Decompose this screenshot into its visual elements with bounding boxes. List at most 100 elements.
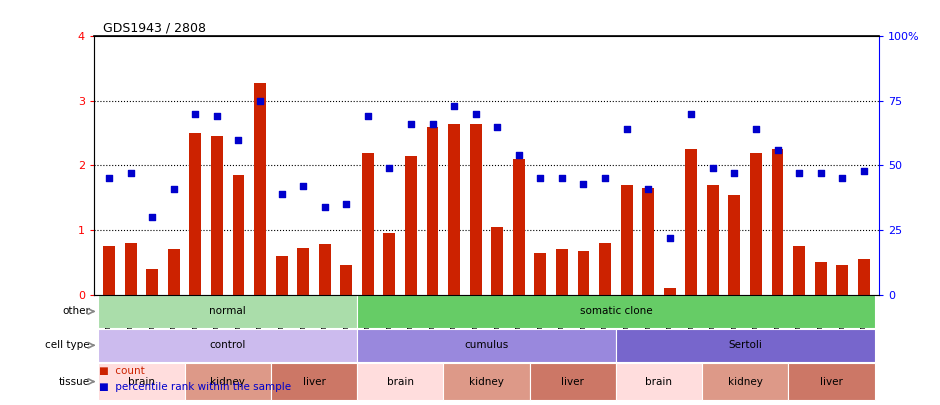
Bar	[99, 295, 357, 328]
Bar	[319, 244, 331, 294]
Text: Sertoli: Sertoli	[728, 340, 762, 350]
Bar	[168, 249, 180, 294]
Point	[619, 126, 634, 132]
Point	[274, 191, 290, 197]
Point	[576, 180, 591, 187]
Point	[856, 167, 871, 174]
Bar	[793, 246, 805, 294]
Point	[253, 98, 268, 104]
Point	[835, 175, 850, 181]
Point	[468, 111, 483, 117]
Point	[210, 113, 225, 120]
Bar	[184, 363, 271, 400]
Bar	[103, 246, 115, 294]
Bar	[707, 185, 719, 294]
Bar	[535, 253, 546, 294]
Bar	[556, 249, 568, 294]
Text: kidney: kidney	[469, 377, 504, 387]
Bar	[357, 295, 874, 328]
Bar	[685, 149, 697, 294]
Bar	[772, 149, 783, 294]
Point	[360, 113, 375, 120]
Bar	[837, 265, 848, 294]
Text: control: control	[210, 340, 246, 350]
Bar	[254, 83, 266, 294]
Text: liver: liver	[820, 377, 843, 387]
Point	[296, 183, 311, 190]
Point	[231, 136, 246, 143]
Bar	[448, 124, 460, 294]
Text: GDS1943 / 2808: GDS1943 / 2808	[103, 21, 207, 34]
Bar	[470, 124, 481, 294]
Point	[662, 234, 677, 241]
Bar	[616, 329, 874, 362]
Bar	[271, 363, 357, 400]
Bar	[357, 329, 616, 362]
Bar	[642, 188, 654, 294]
Point	[338, 201, 353, 207]
Bar	[362, 153, 374, 294]
Bar	[232, 175, 244, 294]
Point	[813, 170, 828, 177]
Point	[511, 152, 526, 158]
Bar	[427, 127, 438, 294]
Bar	[99, 329, 357, 362]
Bar	[125, 243, 136, 294]
Text: liver: liver	[303, 377, 325, 387]
Point	[727, 170, 742, 177]
Bar	[815, 262, 826, 294]
Bar	[190, 133, 201, 294]
Point	[166, 185, 181, 192]
Point	[533, 175, 548, 181]
Text: somatic clone: somatic clone	[580, 307, 652, 316]
Bar	[750, 153, 762, 294]
Point	[188, 111, 203, 117]
Text: kidney: kidney	[728, 377, 762, 387]
Bar	[529, 363, 616, 400]
Bar	[340, 265, 352, 294]
Text: ■  count: ■ count	[99, 366, 145, 375]
Point	[683, 111, 698, 117]
Text: cell type: cell type	[45, 340, 90, 350]
Text: brain: brain	[646, 377, 672, 387]
Point	[555, 175, 570, 181]
Point	[641, 185, 656, 192]
Point	[102, 175, 117, 181]
Text: other: other	[62, 307, 90, 316]
Point	[490, 124, 505, 130]
Bar	[702, 363, 789, 400]
Bar	[357, 363, 444, 400]
Point	[598, 175, 613, 181]
Point	[382, 165, 397, 171]
Bar	[664, 288, 676, 294]
Point	[446, 103, 462, 109]
Bar	[789, 363, 874, 400]
Point	[145, 214, 160, 220]
Text: tissue: tissue	[59, 377, 90, 387]
Point	[791, 170, 807, 177]
Point	[317, 204, 332, 210]
Text: ■  percentile rank within the sample: ■ percentile rank within the sample	[99, 382, 290, 392]
Text: kidney: kidney	[211, 377, 245, 387]
Bar	[275, 256, 288, 294]
Text: brain: brain	[386, 377, 414, 387]
Point	[748, 126, 763, 132]
Bar	[384, 233, 396, 294]
Bar	[728, 194, 741, 294]
Point	[770, 147, 785, 153]
Point	[425, 121, 440, 128]
Bar	[211, 136, 223, 294]
Bar	[492, 227, 503, 294]
Point	[705, 165, 720, 171]
Bar	[297, 248, 309, 294]
Text: brain: brain	[128, 377, 155, 387]
Bar	[577, 251, 589, 294]
Bar	[444, 363, 529, 400]
Bar	[599, 243, 611, 294]
Text: liver: liver	[561, 377, 584, 387]
Bar	[513, 159, 525, 294]
Bar	[620, 185, 633, 294]
Bar	[616, 363, 702, 400]
Point	[123, 170, 138, 177]
Text: normal: normal	[210, 307, 246, 316]
